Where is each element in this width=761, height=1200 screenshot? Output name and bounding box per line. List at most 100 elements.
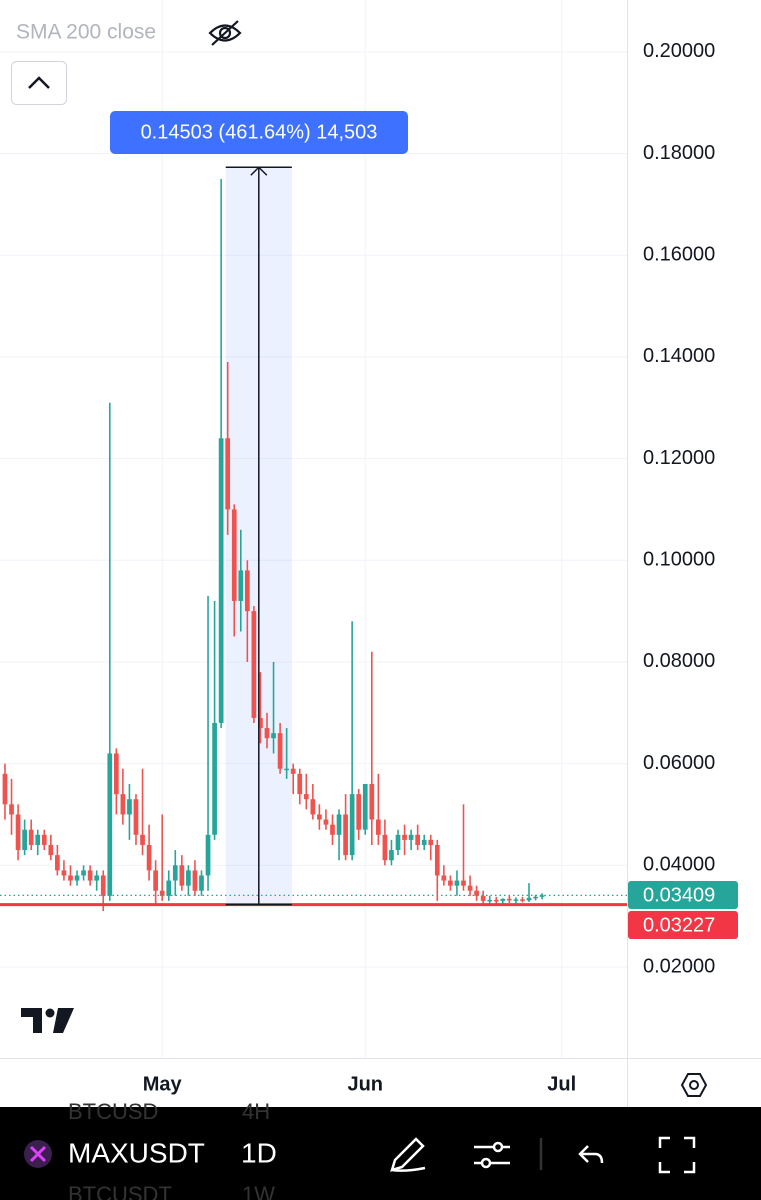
candle-body: [9, 804, 14, 815]
candle-body: [271, 733, 276, 739]
candle-body: [159, 890, 165, 896]
candle-body: [290, 768, 296, 774]
measure-label-box: [110, 111, 408, 154]
measure-arrowhead: [250, 166, 268, 176]
y-tick-label: 0.18000: [643, 142, 715, 164]
candle-body: [317, 814, 322, 820]
candle-body: [487, 899, 493, 902]
symbol[interactable]: MAXUSDT: [68, 1137, 205, 1168]
candle-body: [100, 875, 106, 896]
candle-body: [127, 799, 132, 815]
toolbar: [0, 1107, 761, 1200]
price-label-box: [628, 911, 738, 939]
candle-body: [81, 870, 86, 876]
candle-body: [323, 819, 329, 825]
candle-body: [264, 728, 270, 739]
candle-body: [520, 899, 525, 901]
candle-body: [186, 870, 191, 886]
candle-body: [493, 899, 499, 902]
candle-body: [506, 898, 512, 901]
candle-body: [192, 870, 198, 891]
x-tick-label: Jul: [547, 1073, 576, 1095]
candle-body: [362, 783, 368, 830]
y-tick-label: 0.08000: [643, 650, 715, 672]
candle-body: [87, 870, 93, 881]
candle-body: [336, 814, 342, 835]
prev-symbol: BTCUSD: [68, 1099, 158, 1124]
candle-body: [251, 611, 257, 718]
candle-body: [140, 834, 145, 845]
candle-body: [428, 839, 434, 845]
y-tick-label: 0.14000: [643, 345, 715, 367]
candle-body: [513, 899, 519, 901]
y-tick-label: 0.16000: [643, 244, 715, 266]
candle-body: [395, 834, 401, 851]
toolbar-icons[interactable]: [390, 1136, 696, 1174]
candle-body: [22, 829, 27, 851]
candle-body: [41, 834, 47, 845]
candle-body: [297, 773, 303, 795]
candle-body: [258, 717, 263, 729]
next-interval: 1W: [242, 1182, 275, 1200]
price-label-box: [628, 881, 738, 909]
candle-body: [113, 753, 119, 795]
candle-body: [467, 885, 473, 891]
candle-body: [539, 895, 545, 897]
candle-body: [369, 783, 375, 820]
candle-body: [310, 799, 316, 815]
candle-body: [28, 829, 34, 845]
y-tick-label: 0.12000: [643, 447, 715, 469]
y-tick-label: 0.10000: [643, 549, 715, 571]
candle-body: [120, 794, 126, 815]
candle-body: [375, 819, 381, 835]
candle-body: [2, 773, 8, 805]
settings-icon[interactable]: [680, 1073, 708, 1097]
candle-body: [434, 844, 440, 876]
candle-body: [231, 509, 237, 601]
tradingview-logo: [21, 1008, 74, 1033]
candle-body: [218, 438, 224, 723]
visibility-icon[interactable]: [208, 20, 242, 46]
candle-body: [277, 733, 283, 769]
candle-body: [382, 834, 388, 861]
candle-body: [421, 839, 427, 845]
candle-body: [349, 794, 355, 856]
indicator-label: SMA 200 close: [16, 21, 156, 44]
candle-body: [454, 880, 460, 886]
candle-body: [356, 794, 362, 830]
candle-body: [533, 896, 538, 899]
candle-body: [343, 814, 348, 856]
candle-body: [15, 814, 21, 851]
candle-body: [474, 890, 479, 896]
candle-body: [389, 850, 394, 861]
candle-body: [199, 875, 204, 891]
candle-body: [94, 875, 100, 881]
candle-body: [48, 844, 54, 856]
x-tick-label: May: [143, 1073, 183, 1095]
y-tick-label: 0.02000: [643, 955, 715, 977]
candle-body: [330, 824, 335, 835]
price-label: 0.03409: [643, 884, 715, 906]
candle-body: [402, 834, 407, 840]
candle-body: [55, 855, 60, 871]
candle-body: [212, 722, 217, 835]
candle-body: [448, 880, 453, 886]
collapse-button[interactable]: [11, 61, 67, 105]
candle-body: [480, 895, 486, 901]
y-tick-label: 0.06000: [643, 752, 715, 774]
candle-body: [408, 834, 414, 840]
symbol-icon-mark: [29, 1145, 47, 1163]
interval[interactable]: 1D: [241, 1137, 277, 1168]
y-tick-label: 0.20000: [643, 40, 715, 62]
candle-body: [284, 768, 290, 771]
candle-body: [107, 753, 113, 896]
prev-interval: 4H: [242, 1099, 270, 1124]
x-tick-label: Jun: [347, 1073, 383, 1095]
candle-body: [146, 844, 152, 871]
candle-body: [500, 898, 506, 901]
candle-body: [244, 570, 250, 612]
candle-body: [461, 880, 466, 886]
candle-body: [166, 880, 172, 896]
